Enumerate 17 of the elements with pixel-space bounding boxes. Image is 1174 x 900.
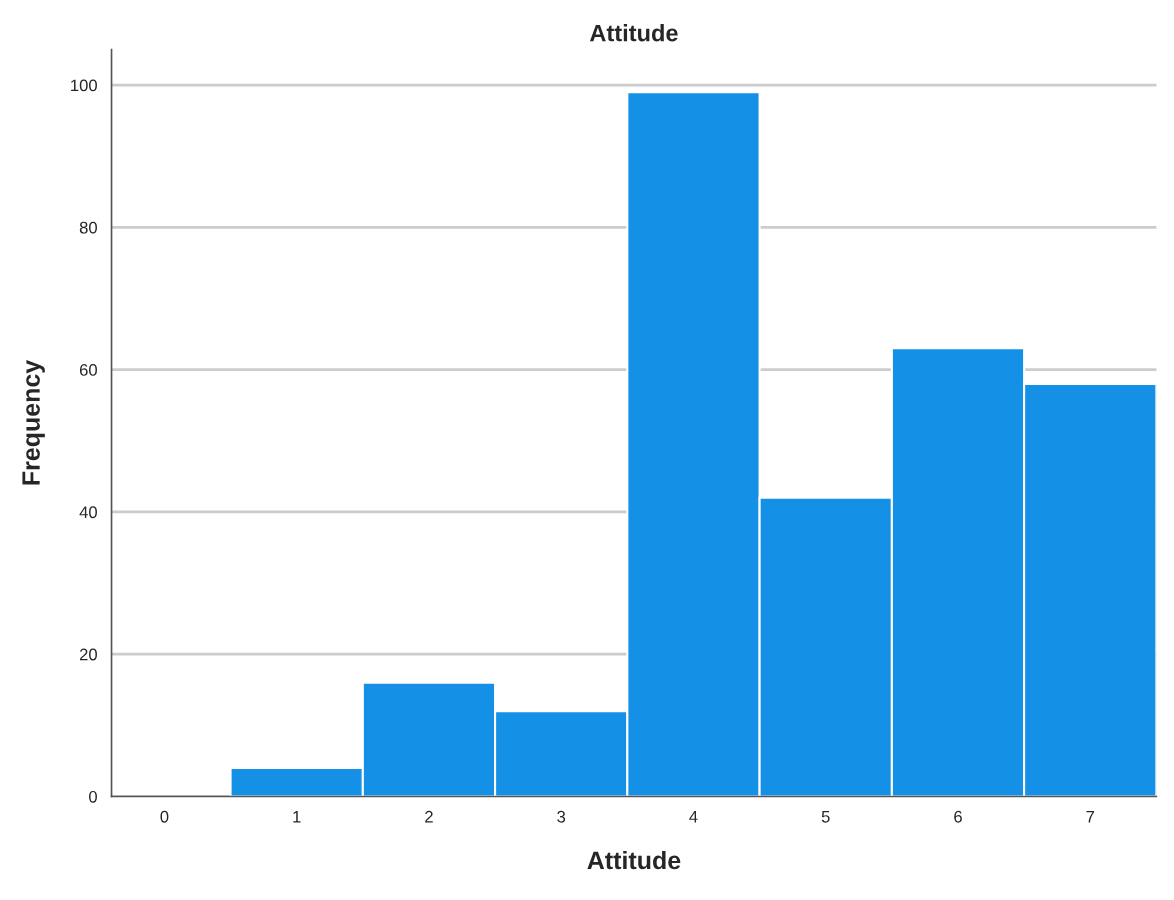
y-tick-label: 0 [89, 790, 97, 803]
x-tick-label: 3 [557, 810, 566, 823]
x-tick-label: 7 [1086, 811, 1095, 823]
y-axis-title: Frequency [22, 359, 45, 485]
x-tick-label: 6 [954, 810, 962, 823]
x-tick-label: 2 [425, 810, 433, 823]
x-tick-label: 4 [689, 811, 698, 823]
x-tick-label: 5 [821, 811, 830, 823]
x-tick-label: 1 [293, 811, 301, 823]
y-tick-label: 60 [79, 364, 97, 376]
y-tick-label: 20 [79, 648, 97, 661]
x-axis-title: Attitude [587, 850, 681, 870]
y-tick-label: 100 [71, 79, 97, 92]
y-tick-label: 80 [79, 221, 97, 234]
chart-title: Attitude [589, 24, 678, 42]
x-tick-label: 0 [160, 810, 169, 823]
y-tick-label: 40 [79, 506, 97, 519]
